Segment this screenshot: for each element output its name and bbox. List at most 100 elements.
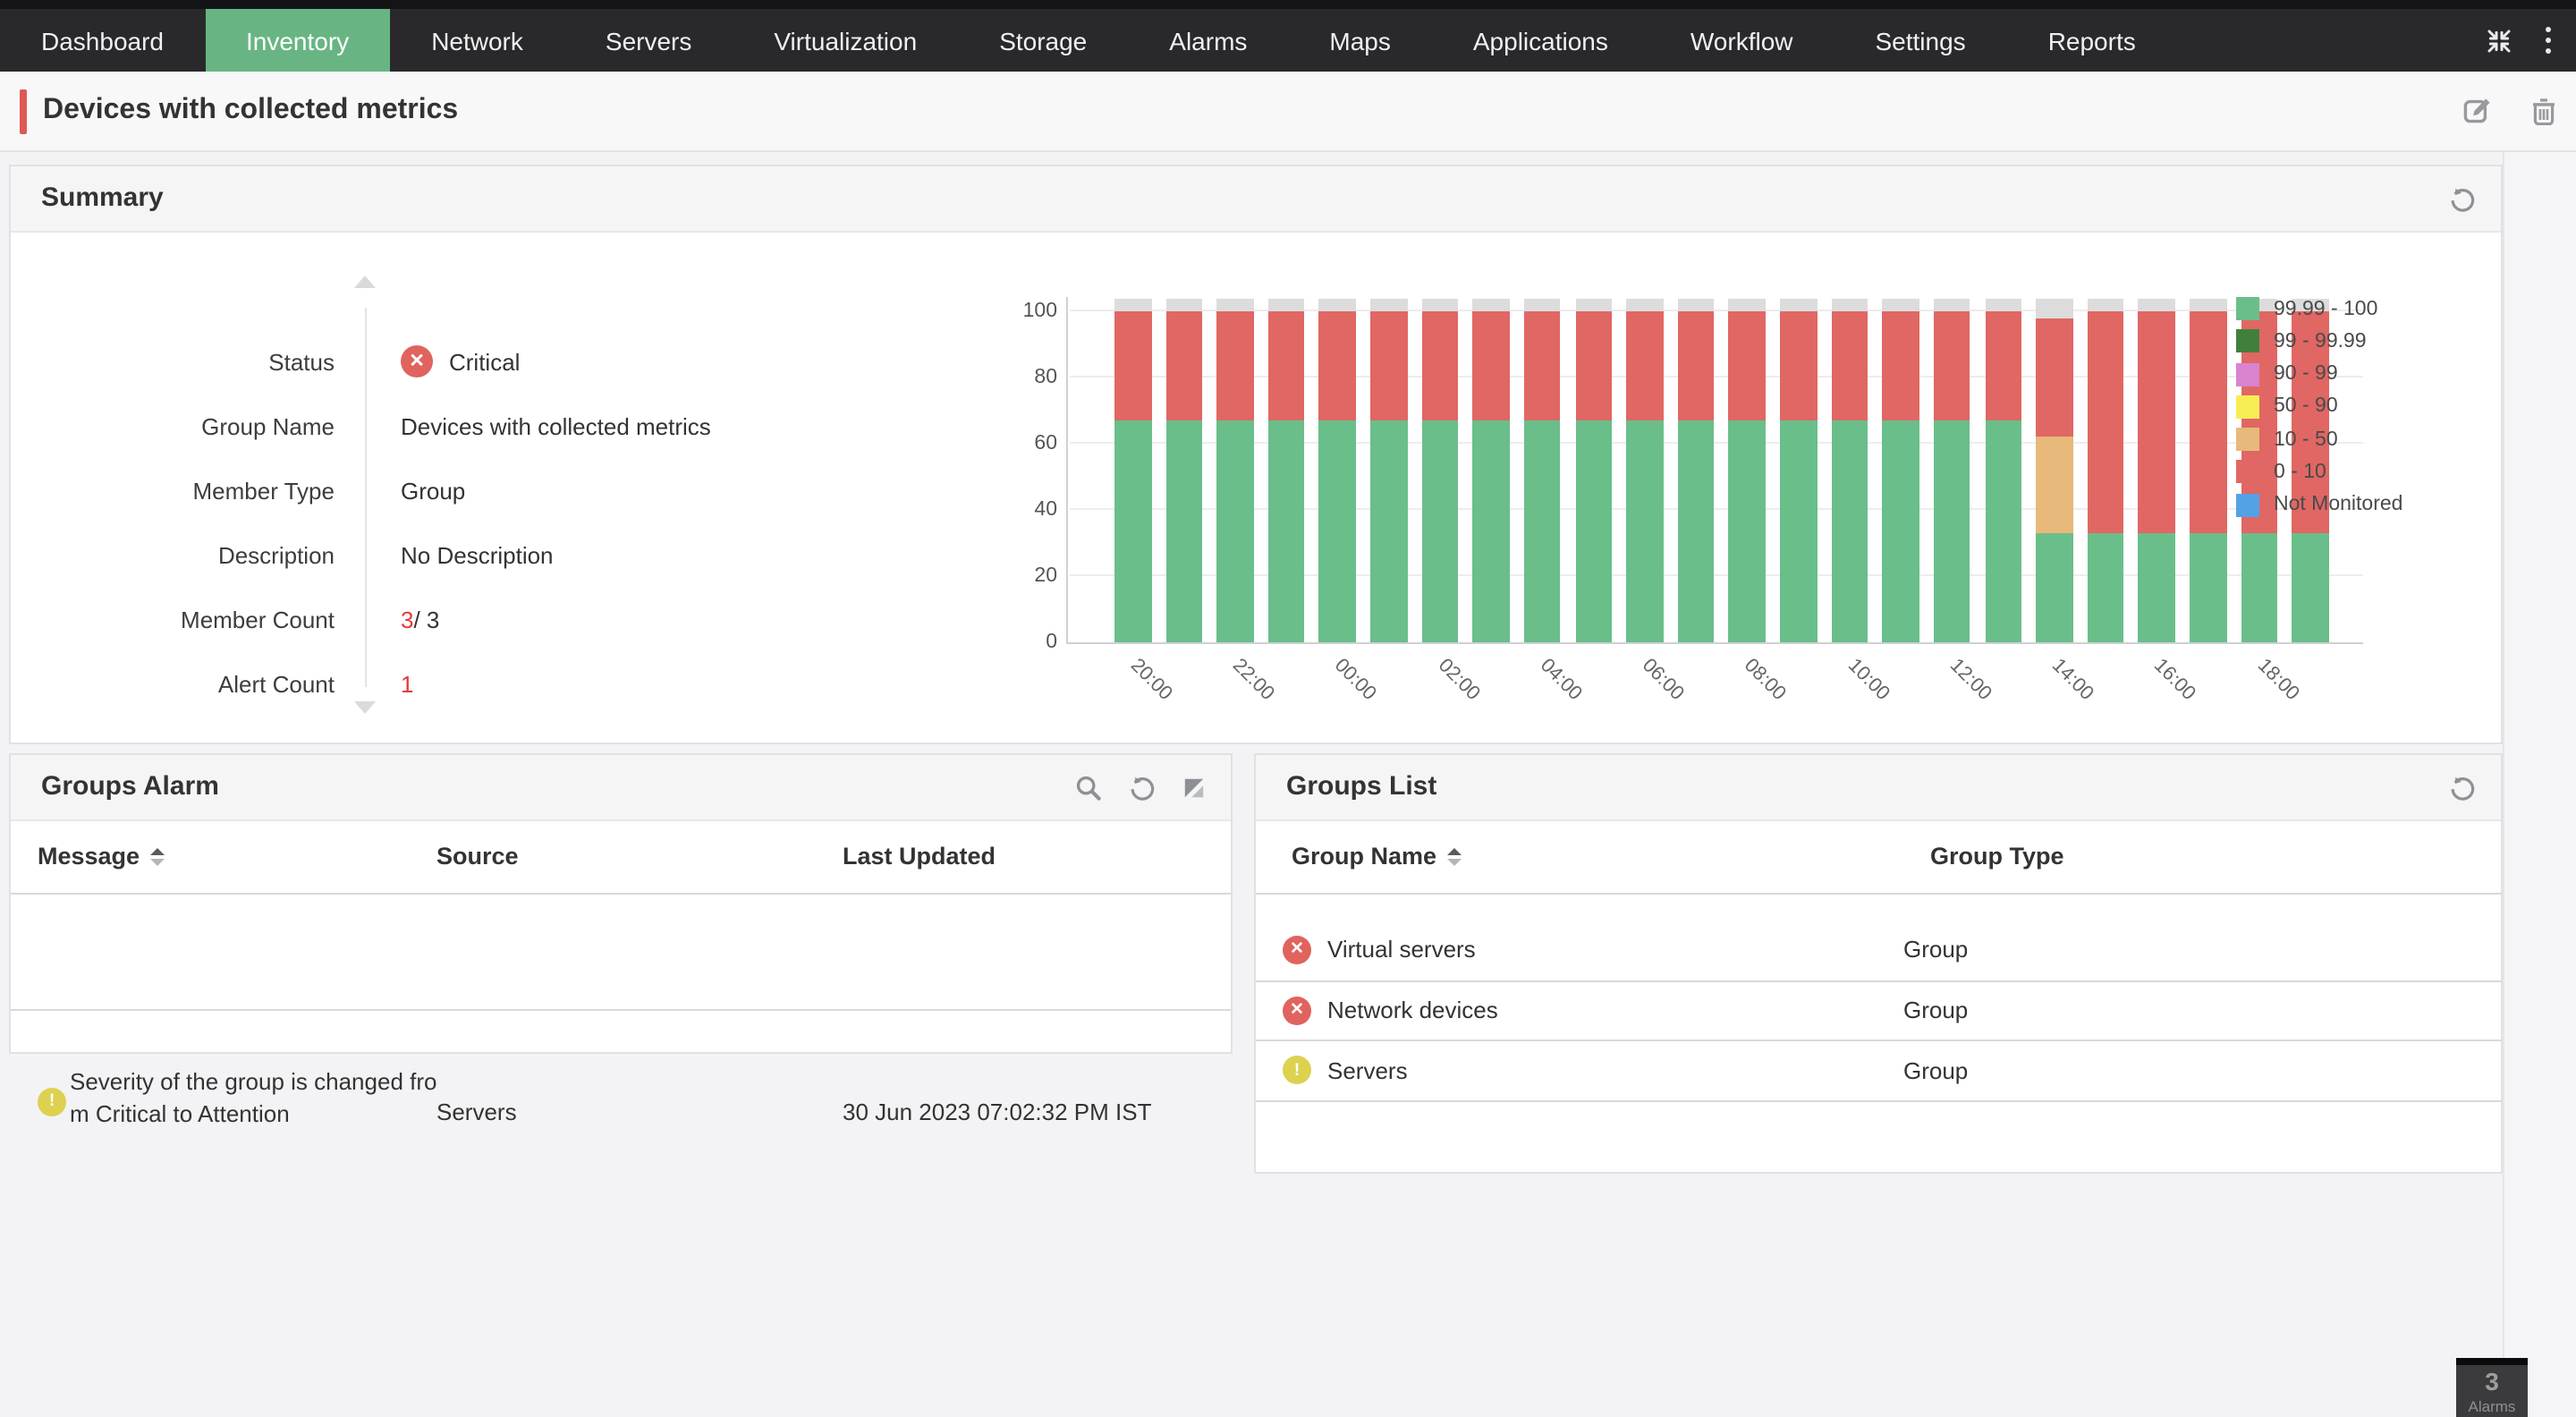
bar-segment [2241,533,2277,642]
bar-segment [2088,311,2124,533]
chart-bar[interactable] [2036,298,2072,642]
nav-item-virtualization[interactable]: Virtualization [733,9,958,72]
legend-label: 99.99 - 100 [2274,298,2377,319]
bar-cap [1165,298,1202,311]
column-group-name[interactable]: Group Name [1292,821,1462,893]
bar-cap [1934,298,1970,311]
bar-segment [1421,311,1458,420]
legend-label: 90 - 99 [2274,363,2338,385]
chart-bar[interactable] [1780,298,1817,642]
bar-cap [1268,298,1305,311]
bar-segment [1985,311,2021,420]
chart-bar[interactable] [1524,298,1561,642]
nav-item-network[interactable]: Network [390,9,564,72]
x-axis-label: 14:00 [2047,655,2097,705]
summary-field-value: 3 / 3 [335,606,439,632]
chart-bar[interactable] [1473,298,1510,642]
chart-bar[interactable] [1883,298,1919,642]
chart-bar[interactable] [1216,298,1253,642]
nav-item-alarms[interactable]: Alarms [1128,9,1288,72]
alarm-row[interactable]: !Severity of the group is changed from C… [11,895,1231,1011]
summary-field-label: Description [11,541,335,568]
nav-item-reports[interactable]: Reports [2007,9,2177,72]
refresh-icon[interactable] [2449,185,2476,212]
chart-bar[interactable] [1678,298,1715,642]
chart-bar[interactable] [1421,298,1458,642]
chart-bar[interactable] [1985,298,2021,642]
bar-segment [1575,311,1612,420]
summary-field-value: ✕Critical [335,345,520,378]
nav-item-applications[interactable]: Applications [1432,9,1649,72]
y-axis-label: 40 [1004,499,1057,521]
collapse-fullscreen-icon[interactable] [2484,26,2512,55]
nav-item-settings[interactable]: Settings [1835,9,2007,72]
bar-segment [2292,533,2329,642]
chart-bar[interactable] [1575,298,1612,642]
search-icon[interactable] [1075,774,1102,801]
column-message[interactable]: Message [38,821,165,893]
chart-bar[interactable] [1370,298,1407,642]
sort-icon[interactable] [150,848,165,866]
bar-cap [1370,298,1407,311]
chart-bar[interactable] [2190,298,2226,642]
legend-item: 10 - 50 [2236,428,2402,451]
groups-alarm-header: Groups Alarm [11,755,1231,821]
page-title: Devices with collected metrics [43,72,458,150]
bar-segment [1831,311,1868,420]
bar-cap [1985,298,2021,311]
legend-swatch [2236,330,2259,353]
bar-segment [2036,533,2072,642]
refresh-icon[interactable] [1129,774,1156,801]
bar-cap [1114,298,1151,311]
x-axis-label: 18:00 [2252,655,2302,705]
nav-item-storage[interactable]: Storage [958,9,1128,72]
alarms-badge[interactable]: 3 Alarms [2456,1358,2528,1417]
nav-item-servers[interactable]: Servers [564,9,733,72]
x-axis-label: 10:00 [1843,655,1893,705]
bar-cap [2190,298,2226,311]
chart-legend: 99.99 - 10099 - 99.9990 - 9950 - 9010 - … [2236,297,2402,526]
group-row[interactable]: ✕Virtual serversGroup [1256,896,2501,981]
chart-bar[interactable] [1165,298,1202,642]
edit-icon[interactable] [2463,97,2492,125]
groups-list-header: Groups List [1256,755,2501,821]
chart-bar[interactable] [2088,298,2124,642]
chart-bar[interactable] [1626,298,1663,642]
chart-bar[interactable] [1268,298,1305,642]
resize-icon[interactable] [1182,776,1206,799]
delete-icon[interactable] [2531,97,2556,125]
legend-swatch [2236,494,2259,517]
summary-field-value: Group [335,477,465,504]
nav-item-maps[interactable]: Maps [1288,9,1431,72]
chart-bar[interactable] [1319,298,1356,642]
group-name[interactable]: ✕Virtual servers [1256,936,1903,964]
bar-cap [1883,298,1919,311]
refresh-icon[interactable] [2449,774,2476,801]
group-name[interactable]: !Servers [1256,1056,1903,1085]
bar-segment [1524,420,1561,642]
chart-bar[interactable] [1831,298,1868,642]
group-row[interactable]: !ServersGroup [1256,1041,2501,1101]
chart-bar[interactable] [1114,298,1151,642]
summary-divider [365,308,367,687]
scroll-up-icon[interactable] [354,276,376,288]
bar-segment [1780,311,1817,420]
bar-segment [1729,420,1766,642]
sort-icon[interactable] [1447,848,1462,866]
bar-cap [2036,298,2072,318]
more-menu-icon[interactable] [2541,23,2555,58]
critical-status-icon: ✕ [1283,997,1311,1025]
summary-field-value: 1 [335,670,413,697]
group-row[interactable]: ✕Network devicesGroup [1256,981,2501,1041]
group-name[interactable]: ✕Network devices [1256,997,1903,1025]
chart-bar[interactable] [1729,298,1766,642]
summary-field-label: Member Type [11,477,335,504]
scroll-down-icon[interactable] [354,701,376,714]
chart-bar[interactable] [1934,298,1970,642]
y-axis-label: 80 [1004,367,1057,388]
nav-item-inventory[interactable]: Inventory [205,9,390,72]
nav-item-dashboard[interactable]: Dashboard [0,9,205,72]
bar-segment [1216,420,1253,642]
chart-bar[interactable] [2139,298,2175,642]
nav-item-workflow[interactable]: Workflow [1649,9,1835,72]
